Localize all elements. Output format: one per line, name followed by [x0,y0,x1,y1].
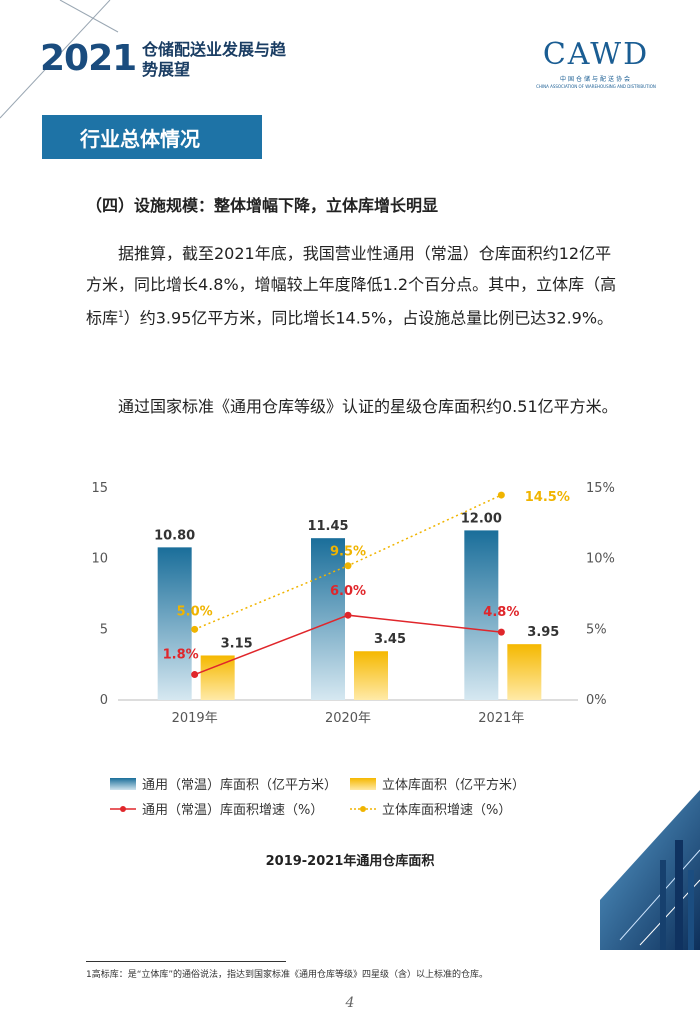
legend-label: 通用（常温）库面积增速（%） [142,799,323,818]
y-right-tick-label: 15% [586,481,615,496]
y-right-tick-label: 10% [586,552,615,567]
legend-item-stereo-growth: 立体库面积增速（%） [350,799,590,818]
footnote: 1高标库：是“立体库”的通俗说法，指达到国家标准《通用仓库等级》四星级（含）以上… [86,967,488,980]
y-left-tick-label: 15 [91,481,108,496]
stereo-growth-point [191,626,198,633]
y-left-tick-label: 0 [100,693,108,708]
paragraph-1: 据推算，截至2021年底，我国营业性通用（常温）仓库面积约12亿平方米，同比增长… [86,238,626,333]
general-growth-point [498,629,505,636]
cawd-logo: CAWD 中国仓储与配送协会 CHINA ASSOCIATION OF WARE… [536,38,656,89]
legend-label: 通用（常温）库面积（亿平方米） [142,774,337,793]
x-tick-label: 2021年 [478,711,524,726]
chart-caption: 2019-2021年通用仓库面积 [0,850,700,869]
y-left-tick-label: 5 [100,622,108,637]
sub-heading: （四）设施规模：整体增幅下降，立体库增长明显 [86,192,438,216]
legend-line-gold-icon [350,803,376,815]
cawd-logo-word: CAWD [536,38,656,72]
legend-swatch-gold [350,778,376,790]
stereo-growth-point [345,562,352,569]
stereo-growth-point [498,492,505,499]
legend-item-stereo-area: 立体库面积（亿平方米） [350,774,590,793]
legend-item-general-growth: 通用（常温）库面积增速（%） [110,799,350,818]
footnote-rule [86,961,286,962]
legend-label: 立体库面积（亿平方米） [382,774,525,793]
report-year-logo: 2021 [40,38,136,79]
y-right-tick-label: 5% [586,622,607,637]
bar-stereo-area [507,644,541,700]
legend-line-red-icon [110,803,136,815]
warehouse-area-chart: 0 5 10 15 0% 5% 10% 15% 2019年 2020年 2021年 10.80 3.15… [0,470,700,730]
paragraph-2: 通过国家标准《通用仓库等级》认证的星级仓库面积约0.51亿平方米。 [86,391,626,422]
legend-item-general-area: 通用（常温）库面积（亿平方米） [110,774,350,793]
y-left-tick-label: 10 [91,552,108,567]
general-growth-label: 4.8% [483,605,519,620]
legend-label: 立体库面积增速（%） [382,799,511,818]
report-title: 仓储配送业发展与趋势展望 [142,40,292,80]
cawd-logo-en: CHINA ASSOCIATION OF WAREHOUSING AND DIS… [536,84,656,89]
bar-label-general-area: 10.80 [154,528,195,543]
general-growth-label: 1.8% [163,648,199,663]
x-tick-label: 2020年 [325,711,371,726]
page-number: 4 [0,995,700,1011]
stereo-growth-label: 14.5% [525,490,570,505]
cawd-logo-cn: 中国仓储与配送协会 [536,74,656,83]
bar-label-general-area: 11.45 [307,519,348,534]
stereo-growth-label: 9.5% [330,545,366,560]
bar-label-general-area: 12.00 [461,511,502,526]
x-tick-label: 2019年 [172,711,218,726]
chart-legend: 通用（常温）库面积（亿平方米） 立体库面积（亿平方米） 通用（常温）库面积增速（… [110,771,590,821]
section-banner: 行业总体情况 [42,115,262,159]
bar-stereo-area [354,651,388,700]
general-growth-point [191,671,198,678]
bar-stereo-area [201,655,235,700]
bar-label-stereo-area: 3.95 [527,625,559,640]
city-skyline-decoration [600,790,700,950]
paragraph-1-text-b: ）约3.95亿平方米，同比增长14.5%，占设施总量比例已达32.9%。 [124,308,613,327]
general-growth-label: 6.0% [330,584,366,599]
bar-label-stereo-area: 3.45 [374,632,406,647]
stereo-growth-label: 5.0% [177,604,213,619]
bar-label-stereo-area: 3.15 [221,636,253,651]
general-growth-point [345,612,352,619]
bar-general-area [158,547,192,700]
legend-swatch-blue [110,778,136,790]
stereo-growth-line [195,495,502,629]
y-right-tick-label: 0% [586,693,607,708]
